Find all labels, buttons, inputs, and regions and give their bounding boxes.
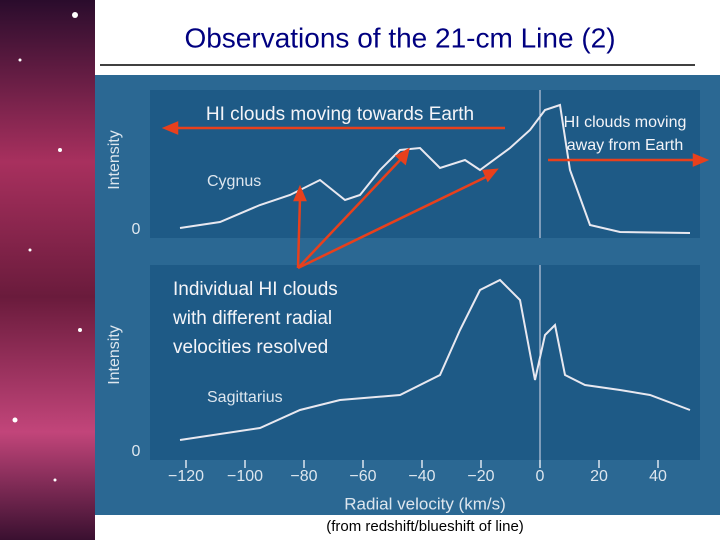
y-axis-label: Intensity (106, 325, 123, 385)
sagittarius-spectrum (179, 278, 691, 441)
annotation: HI clouds moving towards Earth (206, 104, 474, 125)
x-axis-label: Radial velocity (km/s) (344, 494, 506, 513)
arrows (161, 121, 710, 270)
x-tick-label: −20 (467, 468, 494, 485)
annotation: away from Earth (567, 137, 683, 154)
x-tick-label: 20 (590, 468, 608, 485)
x-tick-label: 0 (536, 468, 545, 485)
x-tick-label: −80 (290, 468, 317, 485)
annotation: velocities resolved (173, 337, 328, 358)
annotation: Individual HI clouds (173, 279, 338, 300)
nebula-strip (0, 0, 95, 540)
slide-title: Observations of the 21-cm Line (2) (184, 22, 615, 53)
x-tick-label: −40 (408, 468, 435, 485)
x-tick-label: −100 (227, 468, 263, 485)
panel (150, 265, 700, 460)
panel-label: Sagittarius (207, 389, 283, 406)
stars (12, 12, 82, 482)
annotation: HI clouds moving (564, 114, 687, 131)
panel-label: Cygnus (207, 173, 261, 190)
x-tick-label: −60 (349, 468, 376, 485)
annotation: with different radial (172, 308, 332, 329)
x-axis: −120 −100 −80 −60 −40 −20 0 20 40 (168, 460, 667, 485)
caption: (from redshift/blueshift of line) (326, 518, 524, 535)
y-axis-label: Intensity (106, 130, 123, 190)
x-tick-label: −120 (168, 468, 204, 485)
x-tick-label: 40 (649, 468, 667, 485)
zero-label: 0 (132, 443, 141, 460)
zero-label: 0 (132, 221, 141, 238)
